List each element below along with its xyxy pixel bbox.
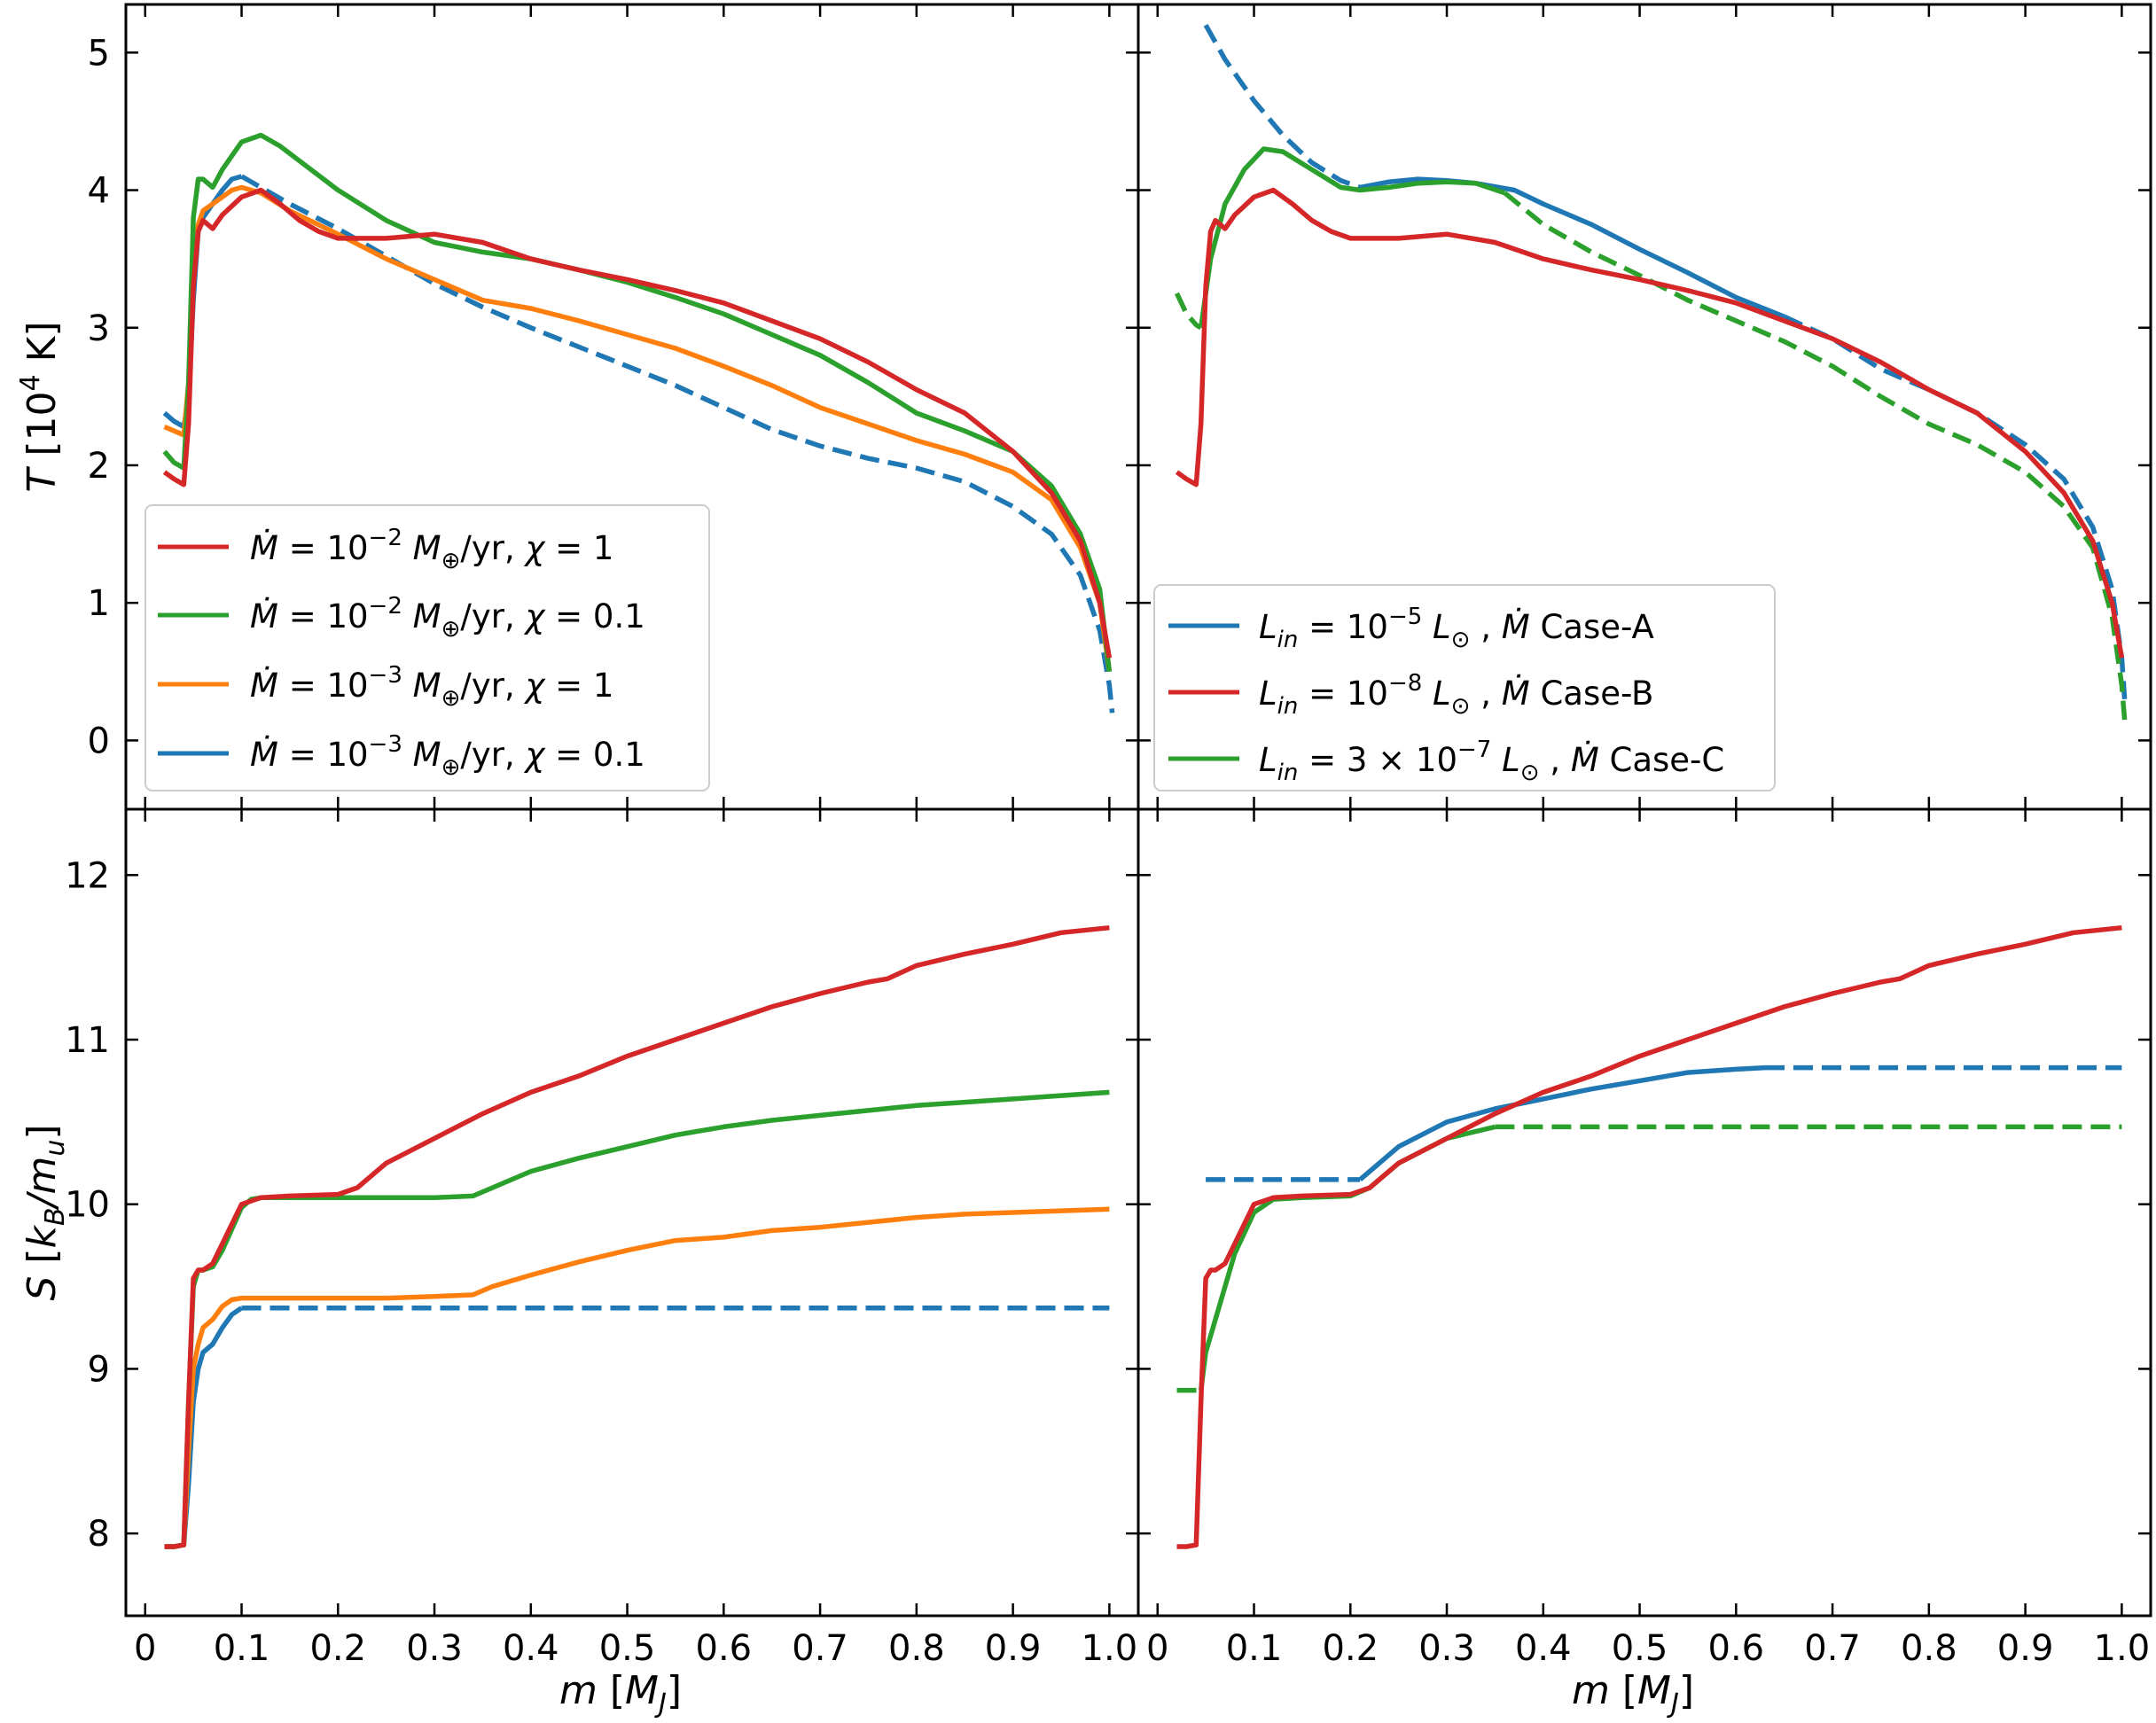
y-tick-label: 0: [88, 721, 110, 761]
x-tick-label: 0.8: [1901, 1628, 1957, 1669]
x-tick-label: 1.0: [2094, 1628, 2151, 1669]
legend-entry: Ṁ = 10−3 M⊕/yr, χ = 1: [158, 662, 613, 712]
legend-entry: Lin = 10−5 L⊙ , Ṁ Case-A: [1168, 604, 1654, 653]
series-line-red-solid: [1175, 187, 2125, 659]
x-tick-label: 0.7: [1804, 1628, 1861, 1669]
series-line-orange-solid: [164, 1206, 1110, 1549]
series-line-red-solid: [164, 924, 1110, 1549]
series-line-red-solid: [1176, 924, 2122, 1549]
legend-top-right: Lin = 10−5 L⊙ , Ṁ Case-A Lin = 10−8 L⊙ ,…: [1153, 584, 1776, 791]
ylabel-entropy: S [kB/mu]: [20, 1124, 71, 1300]
legend-label: Lin = 10−8 L⊙ , Ṁ Case-B: [1259, 670, 1653, 720]
panel-bottom-left: 0 0.1 0.2 0.3 0.4 0.5 0.6 0.7 0.8 0.9 1.0 8 9 10 11 12: [65, 807, 1140, 1669]
x-tick-label: 0.5: [1612, 1628, 1668, 1669]
legend-entry: Ṁ = 10−2 M⊕/yr, χ = 1: [158, 525, 613, 574]
legend-entry: Lin = 3 × 10−7 L⊙ , Ṁ Case-C: [1168, 737, 1724, 786]
x-tick-label: 0.4: [1515, 1628, 1572, 1669]
series-line-green-dashed: [1503, 191, 2128, 721]
y-tick-label: 9: [88, 1349, 110, 1390]
series-line-green-solid: [1198, 146, 1506, 329]
legend-entry: Ṁ = 10−2 M⊕/yr, χ = 0.1: [158, 593, 645, 643]
legend-label: Ṁ = 10−2 M⊕/yr, χ = 1: [250, 525, 613, 574]
x-tick-label: 0.7: [792, 1628, 848, 1669]
x-tick-label: 0.3: [406, 1628, 463, 1669]
legend-label: Lin = 3 × 10−7 L⊙ , Ṁ Case-C: [1259, 737, 1724, 786]
series-line-blue-dashed: [1203, 23, 1362, 190]
x-tick-label: 0.2: [1322, 1628, 1379, 1669]
series-line-blue-dashed: [240, 174, 1115, 713]
axes-frame: [1137, 807, 2152, 1618]
legend-label: Ṁ = 10−3 M⊕/yr, χ = 1: [250, 662, 613, 712]
x-tick-label: 0.6: [1708, 1628, 1765, 1669]
x-tick-label: 0.2: [309, 1628, 366, 1669]
y-tick-label: 10: [65, 1185, 110, 1226]
series-line-orange-solid: [163, 184, 1113, 673]
legend-entry: Lin = 10−8 L⊙ , Ṁ Case-B: [1168, 670, 1653, 720]
x-tick-label: 0.1: [214, 1628, 270, 1669]
x-tick-label: 0.9: [1997, 1628, 2054, 1669]
series-line-green-solid: [162, 132, 1113, 673]
ylabel-temperature: T [104 K]: [15, 321, 65, 492]
x-tick-label: 0.5: [599, 1628, 656, 1669]
legend-label: Lin = 10−5 L⊙ , Ṁ Case-A: [1259, 604, 1654, 653]
x-tick-label: 0: [1146, 1628, 1168, 1669]
xlabel-left: m [MJ]: [559, 1668, 682, 1719]
x-tick-label: 0.4: [503, 1628, 559, 1669]
x-tick-label: 0.6: [696, 1628, 753, 1669]
series-line-red-solid: [162, 187, 1113, 659]
legend-entry: Ṁ = 10−3 M⊕/yr, χ = 0.1: [158, 731, 645, 781]
x-tick-label: 0.9: [985, 1628, 1042, 1669]
panel-bottom-right: 0 0.1 0.2 0.3 0.4 0.5 0.6 0.7 0.8 0.9 1.0: [1137, 807, 2152, 1669]
y-tick-label: 8: [88, 1514, 110, 1555]
series-line-blue-solid: [1358, 1064, 1766, 1181]
x-tick-label: 1.0: [1082, 1628, 1138, 1669]
x-tick-label: 0: [134, 1628, 156, 1669]
legend-label: Ṁ = 10−3 M⊕/yr, χ = 0.1: [250, 731, 645, 781]
series-line-blue-solid: [1359, 176, 1785, 319]
x-tick-label: 0.8: [888, 1628, 945, 1669]
y-tick-label: 5: [88, 33, 110, 74]
y-tick-label: 11: [65, 1020, 110, 1061]
legend-top-left: Ṁ = 10−2 M⊕/yr, χ = 1 Ṁ = 10−2 M⊕/yr, χ …: [145, 504, 710, 791]
y-tick-label: 12: [65, 855, 110, 896]
x-tick-label: 0.1: [1226, 1628, 1283, 1669]
y-tick-label: 2: [88, 446, 110, 487]
y-tick-label: 3: [88, 308, 110, 349]
x-tick-label: 0.3: [1418, 1628, 1475, 1669]
y-tick-label: 1: [88, 583, 110, 624]
legend-label: Ṁ = 10−2 M⊕/yr, χ = 0.1: [250, 593, 645, 643]
y-tick-label: 4: [88, 171, 110, 212]
series-line-green-dashed: [1175, 292, 1203, 331]
xlabel-right: m [MJ]: [1572, 1668, 1694, 1719]
